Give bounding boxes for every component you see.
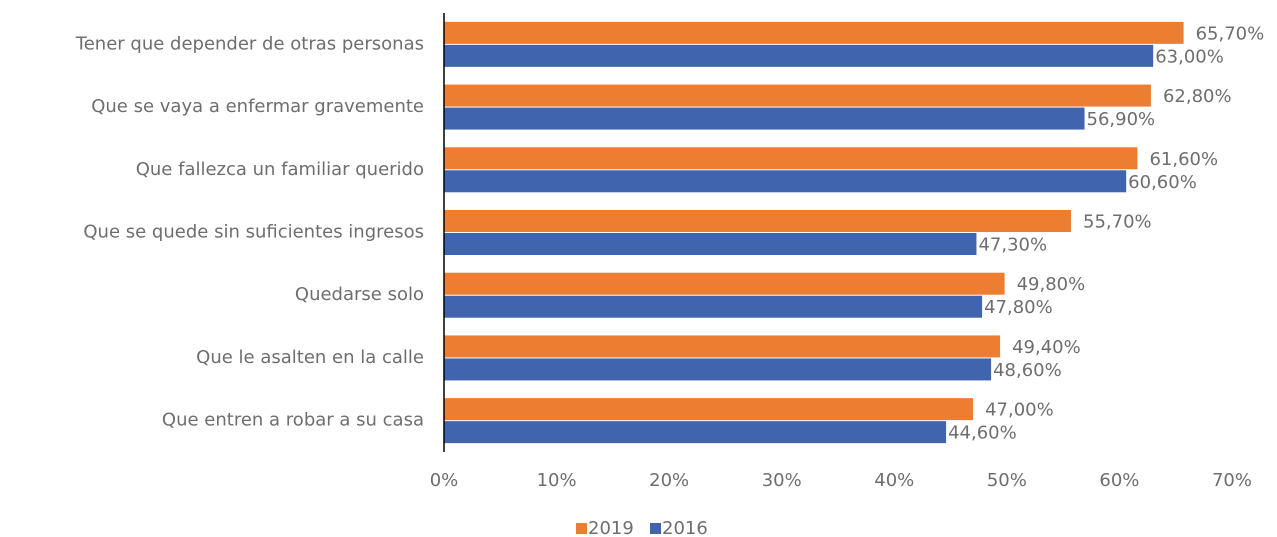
bar	[444, 210, 1072, 232]
data-label: 47,80%	[984, 297, 1053, 318]
y-tick-label: Quedarse solo	[295, 284, 424, 305]
data-label: 61,60%	[1149, 149, 1218, 170]
data-label: 60,60%	[1128, 172, 1197, 193]
legend-label: 2019	[588, 518, 634, 537]
legend-swatch	[650, 523, 661, 534]
x-tick-label: 60%	[1099, 470, 1139, 491]
data-label: 55,70%	[1083, 212, 1152, 233]
data-label: 49,80%	[1017, 274, 1086, 295]
y-tick-label: Que entren a robar a su casa	[162, 410, 424, 431]
y-tick-label: Tener que depender de otras personas	[75, 33, 424, 54]
data-label: 56,90%	[1087, 109, 1156, 130]
x-tick-label: 0%	[430, 470, 459, 491]
data-label: 49,40%	[1012, 337, 1081, 358]
data-label: 63,00%	[1155, 46, 1224, 67]
x-tick-label: 40%	[874, 470, 914, 491]
bar	[444, 107, 1085, 130]
y-tick-label: Que fallezca un familiar querido	[136, 159, 424, 180]
x-tick-label: 10%	[537, 470, 577, 491]
x-tick-label: 50%	[987, 470, 1027, 491]
data-label: 62,80%	[1163, 86, 1232, 107]
bar	[444, 272, 1005, 295]
data-label: 44,60%	[948, 423, 1017, 444]
y-tick-label: Que le asalten en la calle	[196, 347, 424, 368]
data-label: 48,60%	[993, 360, 1062, 381]
bar	[444, 358, 992, 381]
bar	[444, 335, 1001, 358]
bar	[444, 398, 974, 421]
bar	[444, 170, 1127, 193]
bar	[444, 147, 1138, 170]
x-tick-label: 30%	[762, 470, 802, 491]
bar	[444, 295, 983, 318]
y-tick-label: Que se vaya a enfermar gravemente	[91, 96, 424, 117]
legend-swatch	[576, 523, 587, 534]
bar	[444, 421, 947, 444]
legend-label: 2016	[662, 518, 708, 537]
data-label: 47,00%	[985, 400, 1054, 421]
x-tick-label: 20%	[649, 470, 689, 491]
bar	[444, 84, 1151, 107]
x-tick-label: 70%	[1212, 470, 1252, 491]
data-label: 65,70%	[1196, 23, 1265, 44]
data-label: 47,30%	[978, 235, 1047, 256]
bar	[444, 233, 977, 255]
y-tick-label: Que se quede sin suficientes ingresos	[83, 222, 424, 243]
bar	[444, 44, 1154, 67]
bar	[444, 21, 1184, 44]
